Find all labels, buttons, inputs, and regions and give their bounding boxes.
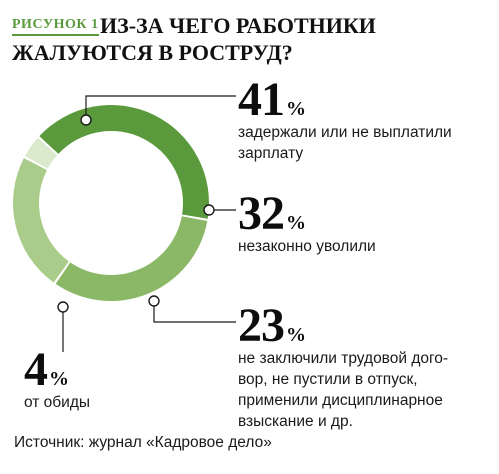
slice-description: не заключили трудовой дого- вор, не пуст… xyxy=(238,348,448,432)
value-label: 41 xyxy=(238,73,285,126)
leader-markers xyxy=(57,114,215,313)
figure-label: РИСУНОК 1 xyxy=(12,17,99,36)
value-label: 23 xyxy=(238,299,285,352)
donut-slice-32 xyxy=(55,216,208,301)
donut-slices xyxy=(12,105,209,301)
leader-line-23 xyxy=(153,301,236,323)
leader-line-41 xyxy=(85,95,236,120)
leader-marker-32 xyxy=(203,204,215,216)
callout-41: 41% задержали или не выплатили зарплату xyxy=(238,76,452,164)
title-line-2: ЖАЛУЮТСЯ В РОСТРУД? xyxy=(12,40,293,65)
slice-description: задержали или не выплатили зарплату xyxy=(238,122,452,164)
donut-slice-4 xyxy=(24,137,58,169)
desc-line: зарплату xyxy=(238,145,304,162)
value-label: 4 xyxy=(24,343,48,396)
slice-description: от обиды xyxy=(24,392,90,413)
desc-line: применили дисциплинарное xyxy=(238,392,443,409)
leader-marker-23 xyxy=(148,295,160,307)
percent-sign: % xyxy=(286,98,306,120)
value-label: 32 xyxy=(238,187,285,240)
leader-marker-4 xyxy=(57,301,69,313)
donut-slice-41 xyxy=(39,105,209,219)
leader-marker-41 xyxy=(80,114,92,126)
desc-line: не заключили трудовой дого- xyxy=(238,350,449,367)
desc-line: задержали или не выплатили xyxy=(238,124,452,141)
slice-description: незаконно уволили xyxy=(238,236,376,257)
percent-sign: % xyxy=(286,212,306,234)
callout-4: 4% от обиды xyxy=(24,346,90,413)
callout-32: 32% незаконно уволили xyxy=(238,190,376,257)
desc-line: вор, не пустили в отпуск, xyxy=(238,371,418,388)
desc-line: взыскание и др. xyxy=(238,413,353,430)
percent-sign: % xyxy=(286,324,306,346)
chart-title: ИЗ-ЗА ЧЕГО РАБОТНИКИ ЖАЛУЮТСЯ В РОСТРУД? xyxy=(12,12,490,66)
percent-sign: % xyxy=(49,368,69,390)
callout-23: 23% не заключили трудовой дого- вор, не … xyxy=(238,302,448,432)
desc-line: незаконно уволили xyxy=(238,238,376,255)
source-note: Источник: журнал «Кадровое дело» xyxy=(14,434,272,451)
donut-slice-23 xyxy=(12,158,69,283)
desc-line: от обиды xyxy=(24,394,91,411)
title-line-1: ИЗ-ЗА ЧЕГО РАБОТНИКИ xyxy=(100,13,376,38)
